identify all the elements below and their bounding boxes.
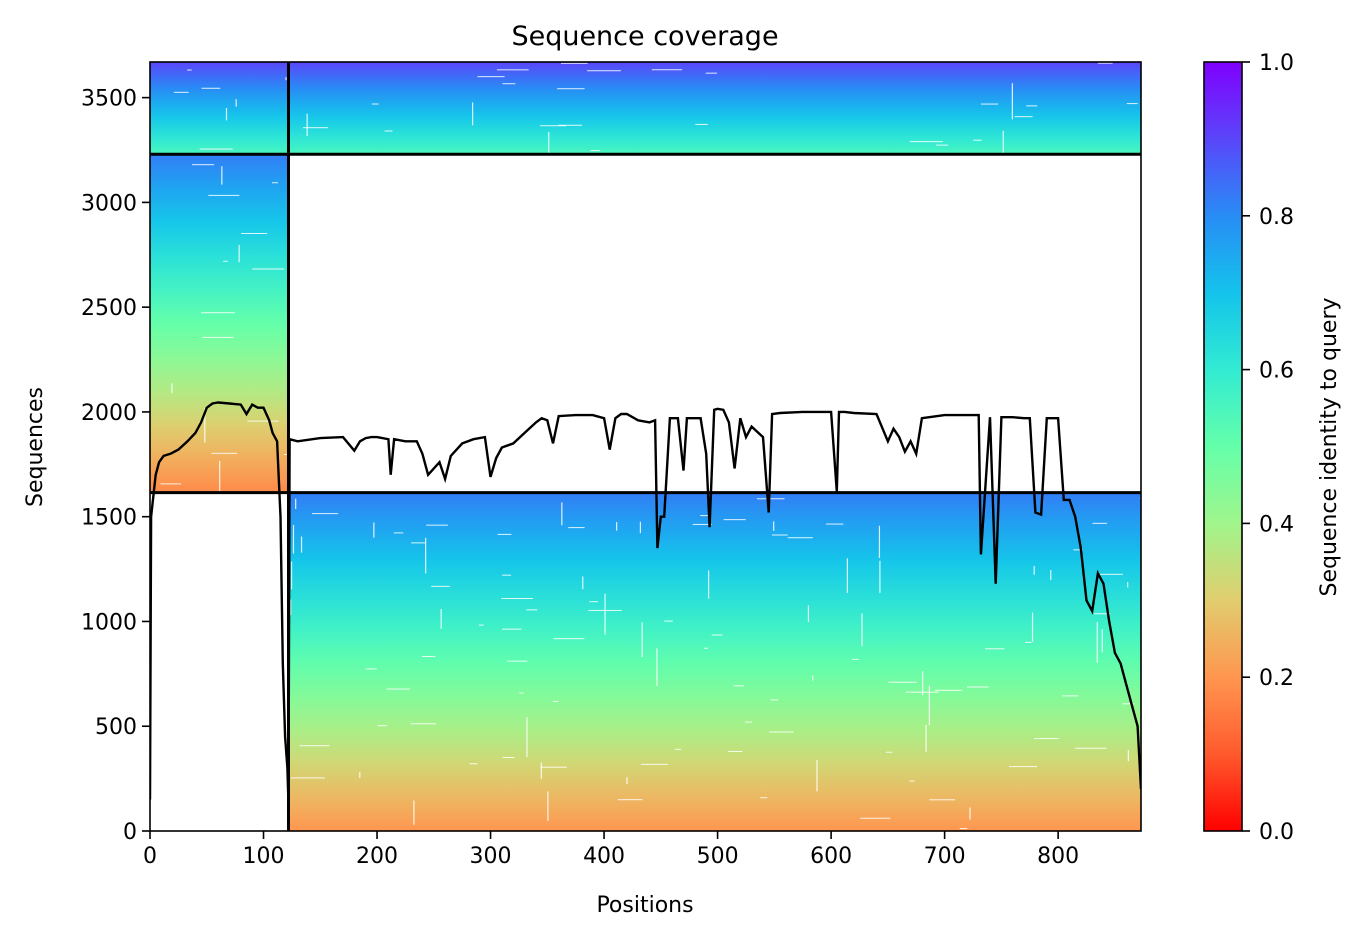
colorbar-tick-label: 0.8 bbox=[1259, 205, 1294, 230]
colorbar-label: Sequence identity to query bbox=[1317, 297, 1342, 596]
x-tick-label: 100 bbox=[243, 844, 285, 869]
plot-frame bbox=[149, 61, 1142, 832]
x-tick-label: 400 bbox=[583, 844, 625, 869]
y-tick-label: 1000 bbox=[81, 610, 137, 635]
x-axis-label: Positions bbox=[596, 893, 693, 918]
y-tick-label: 3500 bbox=[81, 87, 137, 112]
x-tick-label: 0 bbox=[143, 844, 157, 869]
msa-block-paired bbox=[150, 62, 1141, 155]
colorbar-gradient bbox=[1203, 61, 1243, 832]
msa-block-chain-2-unpaired bbox=[288, 492, 1141, 831]
y-tick-label: 1500 bbox=[81, 506, 137, 531]
x-tick-label: 600 bbox=[810, 844, 852, 869]
x-tick-label: 200 bbox=[356, 844, 398, 869]
msa-block-chain-1-unpaired bbox=[150, 154, 289, 493]
x-tick-label: 700 bbox=[924, 844, 966, 869]
y-tick-label: 2000 bbox=[81, 401, 137, 426]
y-tick-label: 500 bbox=[95, 715, 137, 740]
colorbar-tick-label: 0.0 bbox=[1259, 820, 1294, 845]
colorbar-tick-label: 0.4 bbox=[1259, 512, 1294, 537]
plot-area bbox=[150, 62, 1141, 831]
colorbar-tick-label: 0.6 bbox=[1259, 359, 1294, 384]
colorbar-tick-label: 0.2 bbox=[1259, 666, 1294, 691]
x-axis: 0 100 200 300 400 500 600 700 800 bbox=[143, 831, 1079, 869]
y-tick-label: 3000 bbox=[81, 191, 137, 216]
y-axis-label: Sequences bbox=[23, 387, 48, 507]
colorbar-tick-label: 1.0 bbox=[1259, 51, 1294, 76]
y-tick-label: 2500 bbox=[81, 296, 137, 321]
y-tick-label: 0 bbox=[123, 820, 137, 845]
x-tick-label: 300 bbox=[470, 844, 512, 869]
colorbar: 0.0 0.2 0.4 0.6 0.8 1.0 Sequence identity to … bbox=[1203, 51, 1342, 845]
y-axis: 0 500 1000 1500 2000 2500 3000 3500 bbox=[81, 87, 150, 845]
x-tick-label: 500 bbox=[697, 844, 739, 869]
x-tick-label: 800 bbox=[1037, 844, 1079, 869]
chart-title: Sequence coverage bbox=[511, 21, 778, 52]
